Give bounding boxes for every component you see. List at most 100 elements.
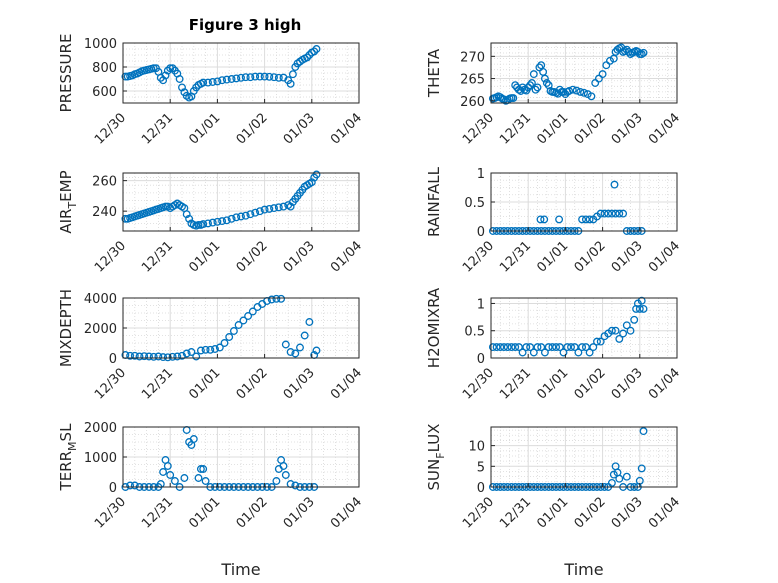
data-point bbox=[140, 352, 149, 361]
y-tick-label: 2000 bbox=[84, 322, 117, 337]
data-point bbox=[225, 333, 234, 341]
data-point bbox=[291, 481, 300, 490]
y-tick-label: 0.5 bbox=[464, 325, 485, 340]
axes-box bbox=[122, 172, 360, 232]
data-point bbox=[600, 209, 609, 218]
data-point bbox=[639, 48, 648, 57]
data-point bbox=[578, 215, 587, 224]
data-point bbox=[168, 352, 177, 361]
y-tick-label: 4000 bbox=[84, 292, 117, 307]
data-point bbox=[204, 78, 212, 87]
data-point bbox=[305, 318, 314, 326]
data-point bbox=[536, 215, 545, 224]
data-point bbox=[220, 339, 229, 347]
data-point bbox=[312, 45, 321, 53]
data-point bbox=[185, 214, 194, 223]
y-tick-label: 260 bbox=[460, 95, 485, 110]
data-point bbox=[180, 474, 189, 482]
data-point bbox=[303, 53, 312, 62]
y-tick-label: 2000 bbox=[84, 421, 117, 436]
subplot-1: 600 800 1000 12/30 12/31 01/01 01/02 01/03 01/04… bbox=[57, 34, 365, 148]
data-point bbox=[598, 70, 607, 79]
x-tick-label: 01/02 bbox=[572, 365, 609, 402]
x-tick-label: 01/02 bbox=[572, 110, 609, 147]
data-point bbox=[570, 343, 579, 352]
x-tick-label: 01/03 bbox=[609, 110, 646, 147]
data-point bbox=[199, 220, 208, 229]
data-point bbox=[639, 304, 648, 313]
x-tick-label: 01/01 bbox=[534, 365, 571, 402]
data-point bbox=[159, 468, 168, 476]
y-tick-label: 0 bbox=[477, 352, 485, 367]
y-tick-label: 0.5 bbox=[464, 196, 485, 211]
x-tick-label: 01/03 bbox=[609, 238, 646, 275]
y-tick-label: 260 bbox=[92, 175, 117, 190]
data-point bbox=[170, 477, 179, 485]
x-tick-label: 01/01 bbox=[534, 110, 571, 147]
data-point bbox=[526, 343, 535, 352]
data-point bbox=[135, 352, 144, 361]
subplot-3: 240 260 12/30 12/31 01/01 01/02 01/03 01/04 AIRT… bbox=[57, 170, 365, 275]
data-point bbox=[585, 348, 594, 357]
data-point bbox=[619, 209, 628, 218]
data-point bbox=[585, 215, 594, 224]
data-point bbox=[241, 73, 250, 82]
x-tick-label: 12/31 bbox=[497, 365, 534, 402]
subplot-5: 0 2000 4000 12/30 12/31 01/01 01/02 01/03 01/04 M… bbox=[57, 289, 365, 403]
data-point bbox=[248, 307, 257, 316]
y-tick-label: 0 bbox=[109, 481, 117, 496]
x-tick-label: 01/03 bbox=[281, 238, 318, 275]
data-point bbox=[533, 83, 542, 92]
data-point bbox=[189, 435, 198, 443]
data-point bbox=[492, 343, 501, 352]
data-point bbox=[555, 215, 564, 224]
data-point bbox=[241, 211, 250, 220]
subplot-8: 0 5 10 12/30 12/31 01/01 01/02 01/03 01/04 SUNFLU… bbox=[425, 424, 683, 579]
subplot-6: 0 0.5 1 12/30 12/31 01/01 01/02 01/03 01/04 H2OMI… bbox=[425, 287, 683, 402]
data-point bbox=[251, 208, 260, 217]
data-point bbox=[196, 465, 205, 473]
data-point bbox=[206, 345, 215, 354]
data-point bbox=[121, 214, 130, 223]
data-point bbox=[270, 73, 278, 82]
data-point bbox=[531, 85, 540, 94]
data-point bbox=[222, 75, 231, 84]
axes-box bbox=[490, 42, 678, 104]
data-point bbox=[265, 72, 274, 81]
y-tick-label: 1 bbox=[477, 297, 485, 312]
data-point bbox=[163, 353, 172, 362]
x-tick-label: 12/31 bbox=[497, 494, 534, 531]
x-tick-label: 12/30 bbox=[92, 110, 129, 147]
x-tick-label: 12/30 bbox=[92, 494, 129, 531]
data-point bbox=[154, 352, 163, 361]
data-point bbox=[606, 56, 614, 65]
data-point bbox=[626, 326, 635, 335]
data-point bbox=[163, 462, 172, 470]
data-point bbox=[624, 47, 633, 56]
data-point bbox=[503, 343, 512, 352]
y-axis-label: PRESSURE bbox=[57, 34, 75, 113]
x-tick-label: 12/31 bbox=[139, 365, 176, 402]
data-point bbox=[537, 343, 546, 352]
y-tick-label: 1 bbox=[477, 167, 485, 182]
data-point bbox=[281, 471, 290, 479]
data-point bbox=[507, 343, 516, 352]
data-point bbox=[568, 85, 577, 94]
data-point bbox=[130, 351, 139, 360]
data-point bbox=[204, 219, 212, 228]
x-tick-label: 01/01 bbox=[534, 494, 571, 531]
data-point bbox=[161, 71, 170, 80]
data-point bbox=[526, 81, 535, 90]
data-point bbox=[126, 481, 135, 490]
data-point bbox=[199, 78, 208, 87]
x-tick-label: 01/02 bbox=[234, 494, 271, 531]
data-point bbox=[239, 316, 248, 325]
data-point bbox=[607, 326, 616, 335]
x-tick-label: 01/01 bbox=[186, 110, 223, 147]
figure-title: Figure 3 high bbox=[189, 16, 302, 34]
data-point bbox=[279, 462, 288, 470]
x-tick-label: 01/03 bbox=[609, 365, 646, 402]
y-axis-label: AIRTEMP bbox=[57, 170, 79, 233]
data-point bbox=[291, 349, 300, 358]
data-point bbox=[260, 72, 269, 81]
